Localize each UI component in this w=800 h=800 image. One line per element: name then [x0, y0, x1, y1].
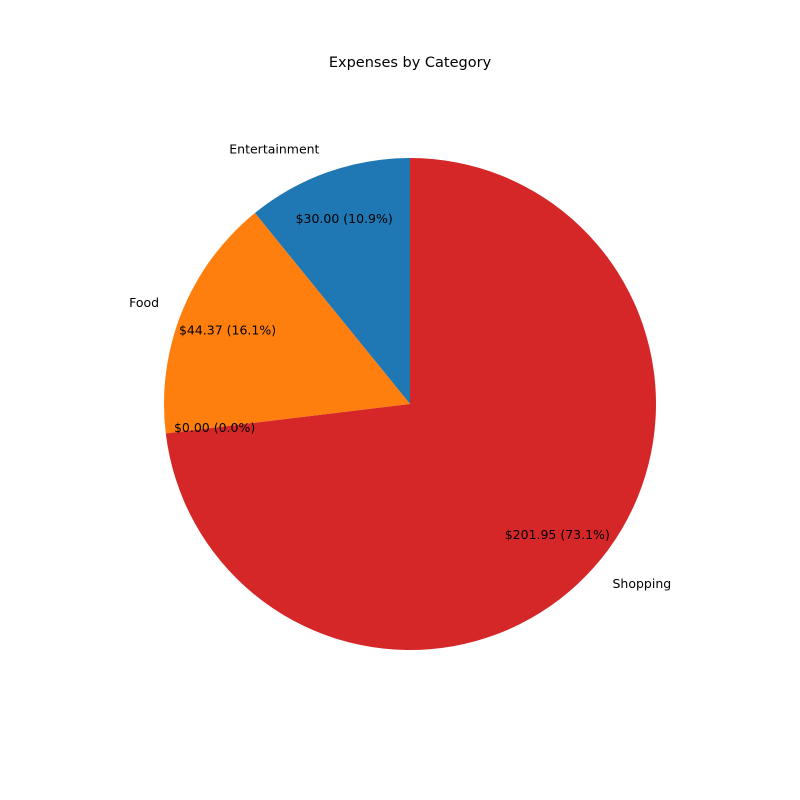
- value-label-entertainment: $30.00 (10.9%): [296, 211, 393, 226]
- value-label-food: $44.37 (16.1%): [179, 323, 276, 338]
- category-label-shopping: Shopping: [612, 576, 671, 591]
- category-label-food: Food: [129, 295, 159, 310]
- pie-slice-shopping: [165, 158, 656, 650]
- pie-slice-food: [164, 213, 410, 434]
- value-label-shopping: $201.95 (73.1%): [505, 527, 610, 542]
- chart-title: Expenses by Category: [329, 55, 492, 71]
- pie-slices: [164, 158, 656, 650]
- value-label-slice-2: $0.00 (0.0%): [174, 420, 255, 435]
- category-label-entertainment: Entertainment: [229, 141, 319, 156]
- pie-labels: $30.00 (10.9%) Entertainment $44.37 (16.1%…: [129, 141, 671, 591]
- pie-slice-entertainment: [254, 158, 410, 404]
